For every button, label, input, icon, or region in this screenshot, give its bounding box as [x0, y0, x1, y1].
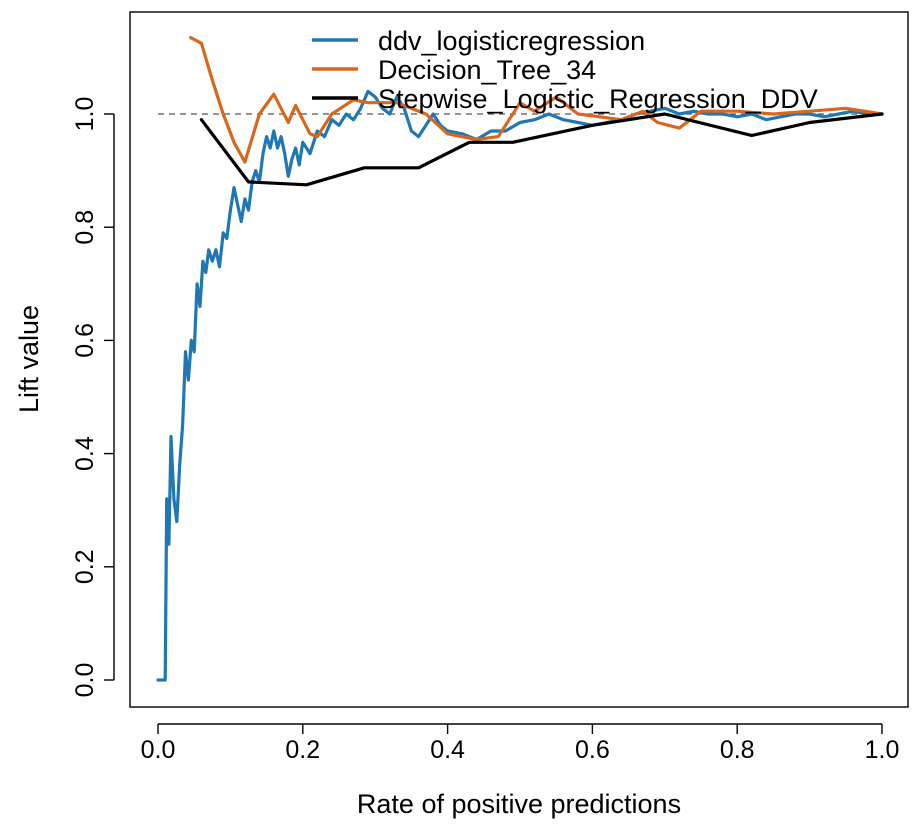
series-line-decision-tree-34	[189, 35, 884, 164]
y-axis: 0.0 0.2 0.4 0.6 0.8 1.0	[71, 97, 115, 698]
legend-label-ddv-logisticregression: ddv_logisticregression	[378, 26, 645, 56]
series-line-stepwise-logistic-regression-ddv	[199, 112, 884, 187]
x-tick-label: 1.0	[865, 736, 900, 764]
x-tick-label: 0.8	[720, 736, 755, 764]
y-tick-label: 0.4	[71, 436, 99, 471]
legend-label-decision-tree-34: Decision_Tree_34	[378, 55, 596, 85]
x-axis: 0.0 0.2 0.4 0.6 0.8 1.0	[141, 723, 900, 764]
y-tick-label: 1.0	[71, 97, 99, 132]
plot-area	[129, 11, 909, 708]
y-tick-label: 0.8	[71, 210, 99, 245]
legend: ddv_logisticregressionDecision_Tree_34St…	[312, 26, 818, 114]
x-axis-title: Rate of positive predictions	[357, 789, 681, 819]
x-tick-label: 0.4	[430, 736, 465, 764]
y-tick-label: 0.0	[71, 663, 99, 698]
y-axis-title: Lift value	[14, 305, 44, 413]
y-tick-label: 0.6	[71, 323, 99, 358]
series-layer	[156, 35, 884, 682]
y-tick-label: 0.2	[71, 549, 99, 584]
x-tick-label: 0.0	[141, 736, 176, 764]
x-tick-label: 0.2	[285, 736, 320, 764]
x-tick-label: 0.6	[575, 736, 610, 764]
legend-label-stepwise-logistic-regression-ddv: Stepwise_Logistic_Regression_DDV	[378, 84, 818, 114]
series-line-ddv-logisticregression	[156, 89, 884, 682]
